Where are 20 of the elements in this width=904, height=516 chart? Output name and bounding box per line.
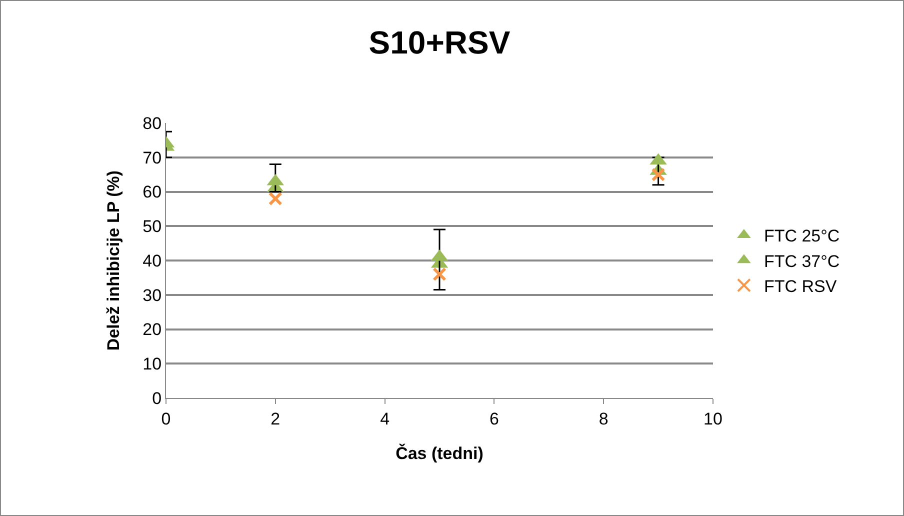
x-axis-title: Čas (tedni) [396,443,484,463]
x-tick-label: 10 [704,409,722,428]
y-tick-label: 80 [142,114,162,133]
y-tick-label: 50 [142,217,162,236]
x-tick-label: 4 [380,409,390,428]
legend-label: FTC 25°C [764,226,840,246]
legend-label: FTC RSV [764,276,838,296]
y-tick-label: 40 [142,251,162,270]
y-tick-label: 0 [152,388,162,408]
x-tick-label: 6 [489,409,499,428]
y-tick-label: 70 [142,148,162,168]
y-tick-label: 60 [142,182,162,202]
x-tick-label: 2 [270,409,280,428]
y-axis-title: Delež inhibicije LP (%) [104,170,124,351]
legend-label: FTC 37°C [764,252,840,271]
y-tick-label: 30 [142,286,162,305]
y-tick-label: 10 [142,354,162,374]
x-tick-label: 8 [598,409,608,428]
chart-title: S10+RSV [368,24,511,60]
y-tick-label: 20 [142,320,162,340]
